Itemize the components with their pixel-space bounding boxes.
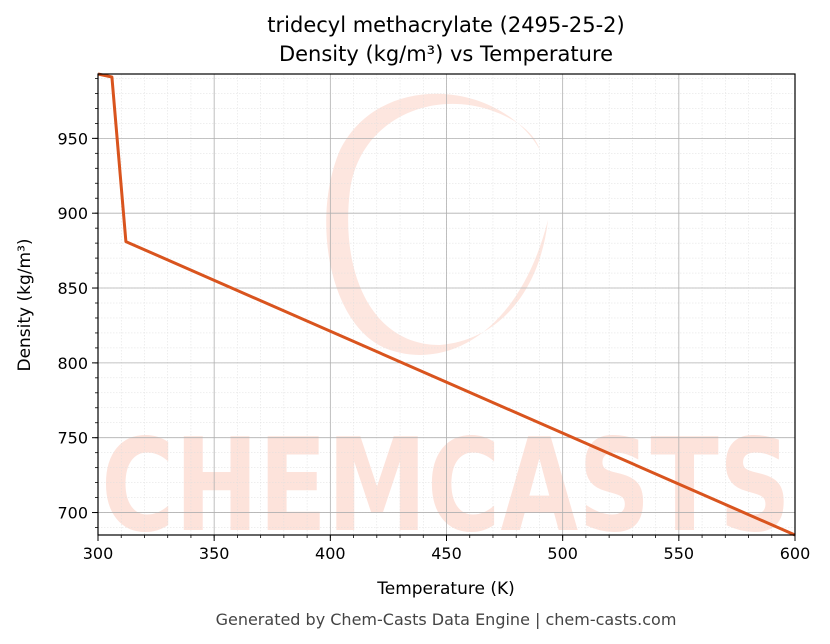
x-tick-label: 550 [664,544,695,563]
x-tick-label: 600 [780,544,811,563]
watermark-logo [326,93,548,355]
x-axis-ticks: 300 350 400 450 500 550 600 [83,535,811,563]
x-tick-label: 400 [315,544,346,563]
footer-credit: Generated by Chem-Casts Data Engine | ch… [216,610,677,629]
watermark: CHEMCASTS [101,93,791,561]
y-axis-label: Density (kg/m³) [15,238,35,371]
x-tick-label: 500 [547,544,578,563]
y-tick-label: 950 [57,129,88,148]
y-tick-label: 800 [57,354,88,373]
series-layer [97,72,796,537]
y-axis-ticks: 700 750 800 850 900 950 [57,78,98,528]
x-axis-label: Temperature (K) [376,579,515,599]
chart-title: tridecyl methacrylate (2495-25-2) [267,13,624,37]
y-tick-label: 850 [57,279,88,298]
x-tick-label: 300 [83,544,114,563]
y-tick-label: 700 [57,504,88,523]
chart-subtitle: Density (kg/m³) vs Temperature [279,42,613,66]
x-tick-label: 450 [431,544,462,563]
x-tick-label: 350 [199,544,230,563]
y-tick-label: 900 [57,204,88,223]
y-tick-label: 750 [57,429,88,448]
density-series-line [97,72,796,537]
